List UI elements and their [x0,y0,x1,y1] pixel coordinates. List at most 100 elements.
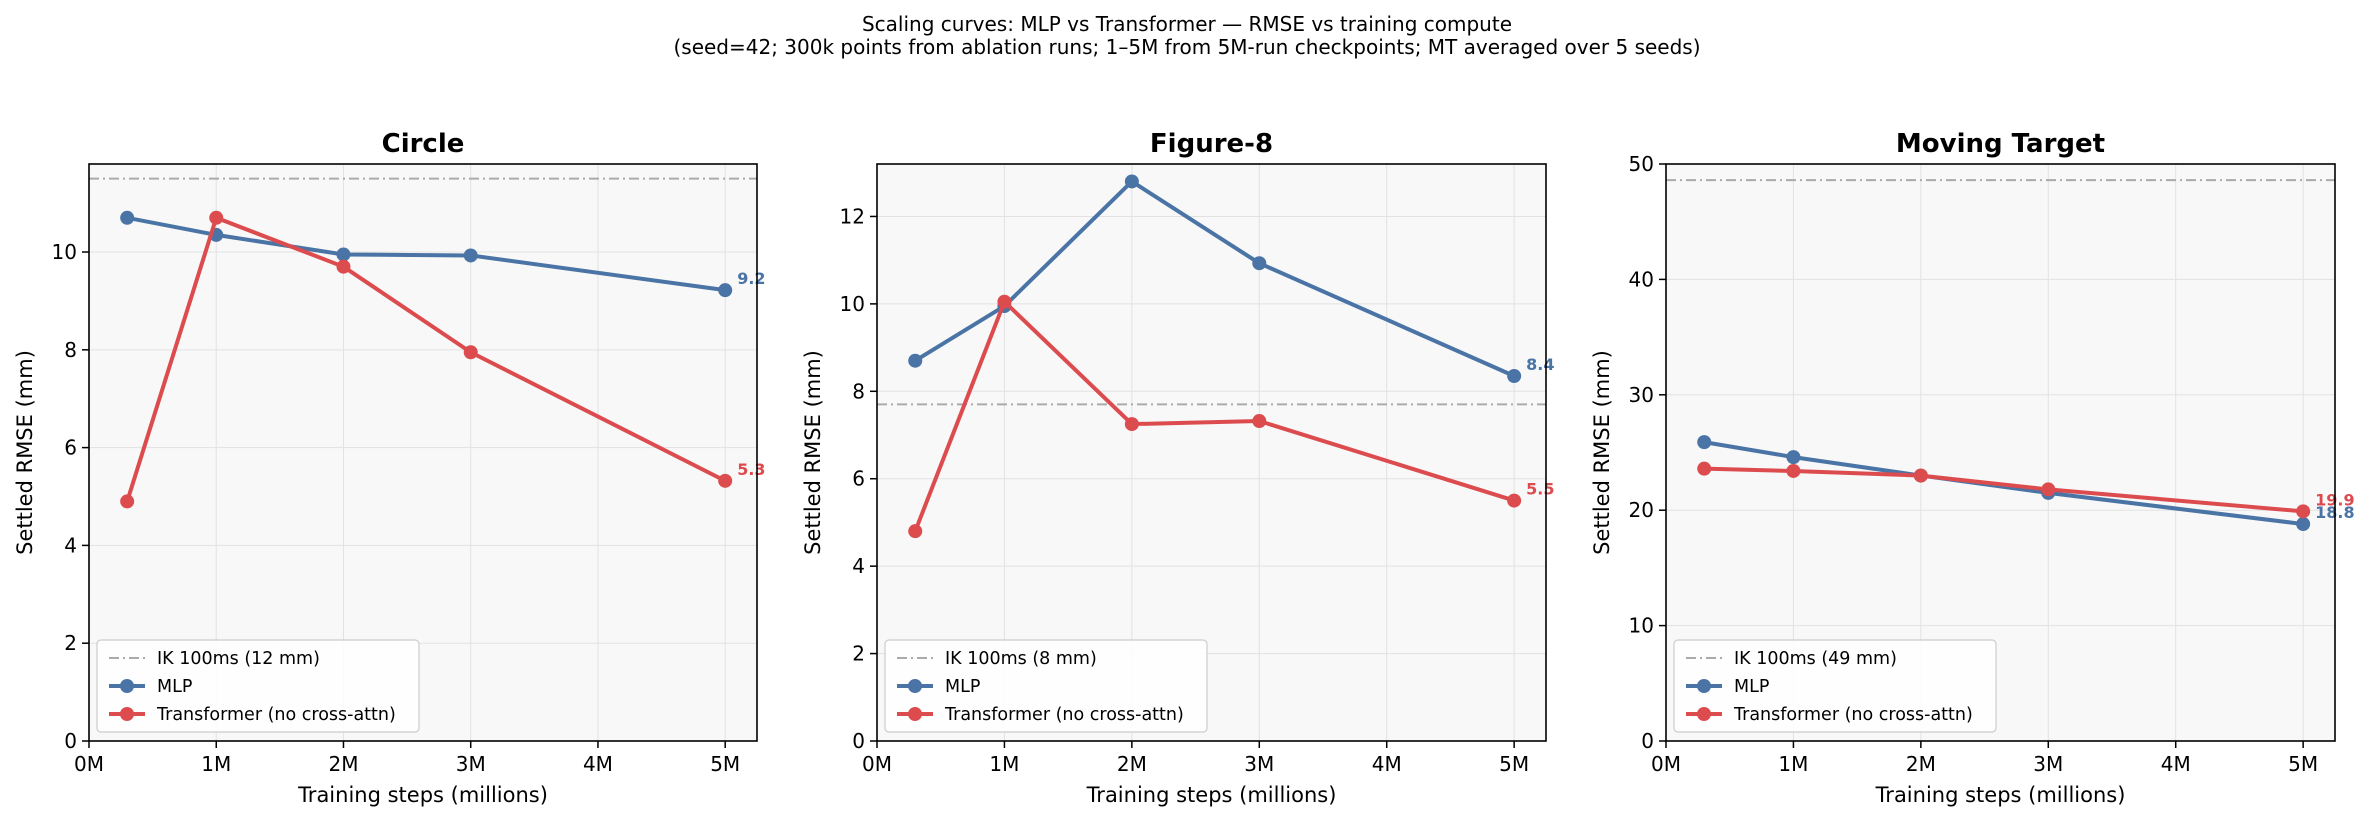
legend-box [1673,639,1997,733]
data-point-transformer [1124,417,1139,432]
y-tick-label: 10 [840,292,865,316]
data-point-mlp [718,283,733,298]
y-tick-label: 0 [852,729,865,753]
axes-frame [876,163,1547,742]
data-point-mlp [1252,256,1267,271]
y-tick-label: 4 [64,533,77,557]
data-point-transformer [1786,463,1801,478]
y-tick-label: 10 [52,240,77,264]
x-tick-label: 4M [2161,752,2191,776]
axes-frame [88,163,758,742]
data-point-transformer [997,294,1012,309]
x-tick-label: 5M [710,752,740,776]
data-point-transformer [463,345,478,360]
y-tick-label: 6 [852,467,865,491]
data-point-transformer [336,259,351,274]
y-tick-label: 8 [852,379,865,403]
x-axis-label: Training steps (millions) [1086,783,1337,807]
data-point-transformer [1507,493,1522,508]
data-point-mlp [463,248,478,263]
x-tick-label: 3M [2033,752,2063,776]
legend-label: Transformer (no cross-attn) [156,705,396,725]
x-tick-label: 0M [1651,752,1681,776]
end-value-label-transformer: 5.3 [737,460,765,479]
y-tick-label: 4 [852,554,865,578]
panel-title: Circle [382,129,465,159]
x-tick-label: 1M [1778,752,1808,776]
panel-title: Figure-8 [1150,129,1273,159]
legend-box [96,639,420,733]
legend-label: IK 100ms (12 mm) [157,649,320,669]
data-point-mlp [1697,435,1712,450]
axes-frame [1665,163,2336,742]
x-tick-label: 5M [1499,752,1529,776]
data-point-transformer [2296,504,2311,519]
data-point-transformer [120,494,135,509]
y-tick-label: 20 [1629,498,1654,522]
y-tick-label: 40 [1629,267,1654,291]
data-point-mlp [2296,517,2311,532]
data-point-mlp [1124,174,1139,189]
data-point-mlp [336,247,351,262]
y-tick-label: 30 [1629,383,1654,407]
chart-panel-2: 8.4 5.5 0M 1M 2M 3M 4M 5M 0 2 4 6 8 10 12 Figure-8 Train… [801,129,1554,807]
data-point-transformer [1697,461,1712,476]
data-point-mlp [1786,450,1801,465]
y-tick-label: 50 [1629,152,1654,176]
data-point-transformer [209,210,224,225]
x-tick-label: 4M [1372,752,1402,776]
end-value-label-mlp: 8.4 [1526,355,1554,374]
y-axis-label: Settled RMSE (mm) [1590,350,1614,555]
chart-panel-1: 9.2 5.3 0M 1M 2M 3M 4M 5M 0 2 4 6 8 10 Circle Training … [13,129,766,807]
y-tick-label: 10 [1629,614,1654,638]
data-point-mlp [908,353,923,368]
x-tick-label: 3M [456,752,486,776]
data-point-mlp [120,210,135,225]
x-tick-label: 5M [2288,752,2318,776]
figure-title-line-1: Scaling curves: MLP vs Transformer — RMS… [862,12,1512,36]
legend-marker-transformer [908,707,922,721]
legend-label: IK 100ms (49 mm) [1734,649,1897,669]
legend-label: Transformer (no cross-attn) [944,705,1184,725]
y-tick-label: 6 [64,436,77,460]
legend-label: MLP [945,677,980,697]
data-point-transformer [908,524,923,539]
x-tick-label: 2M [328,752,358,776]
y-tick-label: 0 [1641,729,1654,753]
legend-marker-mlp [1697,679,1711,693]
x-tick-label: 4M [583,752,613,776]
end-value-label-transformer: 5.5 [1526,480,1554,499]
legend-label: MLP [1734,677,1769,697]
legend-box [884,639,1208,733]
data-point-transformer [1913,468,1928,483]
panel-title: Moving Target [1896,129,2105,159]
x-tick-label: 2M [1117,752,1147,776]
data-point-transformer [2041,482,2056,497]
legend-marker-transformer [1697,707,1711,721]
x-axis-label: Training steps (millions) [297,783,548,807]
y-axis-label: Settled RMSE (mm) [801,350,825,555]
x-tick-label: 3M [1244,752,1274,776]
x-tick-label: 2M [1906,752,1936,776]
x-tick-label: 1M [201,752,231,776]
figure-title-line-2: (seed=42; 300k points from ablation runs… [673,35,1700,59]
y-tick-label: 12 [840,204,865,228]
legend-marker-transformer [120,707,134,721]
legend-label: Transformer (no cross-attn) [1733,705,1973,725]
chart-panels: 9.2 5.3 0M 1M 2M 3M 4M 5M 0 2 4 6 8 10 Circle Training … [13,129,2355,807]
y-tick-label: 0 [64,729,77,753]
legend-marker-mlp [908,679,922,693]
y-tick-label: 2 [852,642,865,666]
x-tick-label: 1M [989,752,1019,776]
legend-label: IK 100ms (8 mm) [945,649,1097,669]
x-axis-label: Training steps (millions) [1875,783,2126,807]
legend-label: MLP [157,677,192,697]
data-point-mlp [1507,369,1522,384]
data-point-transformer [1252,414,1267,429]
y-tick-label: 8 [64,338,77,362]
end-value-label-mlp: 9.2 [737,269,765,288]
y-tick-label: 2 [64,631,77,655]
x-tick-label: 0M [862,752,892,776]
